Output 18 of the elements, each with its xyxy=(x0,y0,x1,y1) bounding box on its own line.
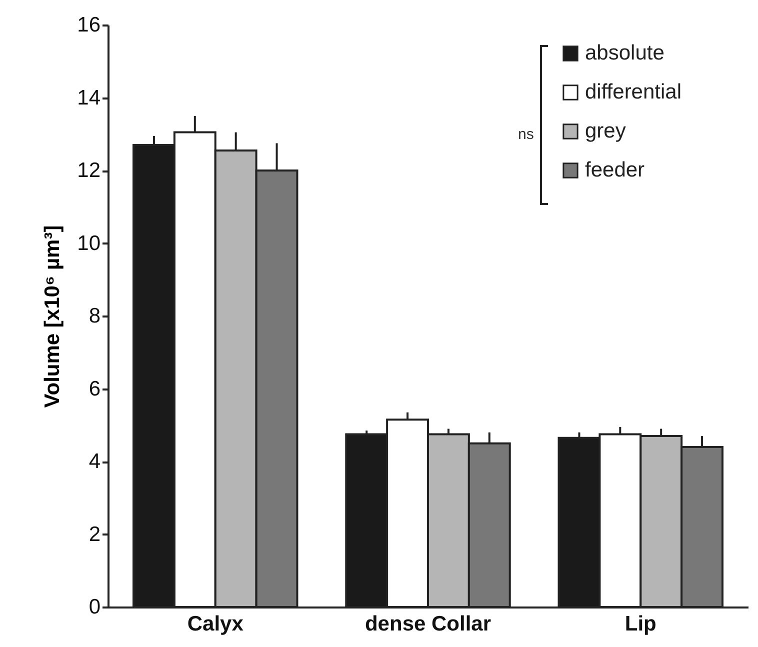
y-tick-label: 14 xyxy=(77,86,101,110)
legend-label: differential xyxy=(585,80,682,104)
x-tick-label: Lip xyxy=(624,612,656,636)
y-tick-label: 2 xyxy=(88,522,100,546)
y-tick-label: 8 xyxy=(88,304,100,328)
y-tick-label: 10 xyxy=(77,232,100,255)
y-tick-label: 4 xyxy=(88,450,101,473)
y-axis-title: Volume [x10⁶ µm³] xyxy=(41,225,64,408)
legend-label: feeder xyxy=(585,158,645,182)
legend-label: grey xyxy=(585,120,626,142)
legend-label: absolute xyxy=(585,42,664,64)
x-tick-label: Calyx xyxy=(187,612,244,636)
y-tick-label: 16 xyxy=(77,14,100,36)
annotation: ns xyxy=(518,126,534,143)
y-tick-label: 0 xyxy=(88,596,100,618)
y-tick-label: 12 xyxy=(77,159,100,182)
y-tick-label: 6 xyxy=(88,377,100,400)
x-tick-label: dense Collar xyxy=(364,612,492,636)
